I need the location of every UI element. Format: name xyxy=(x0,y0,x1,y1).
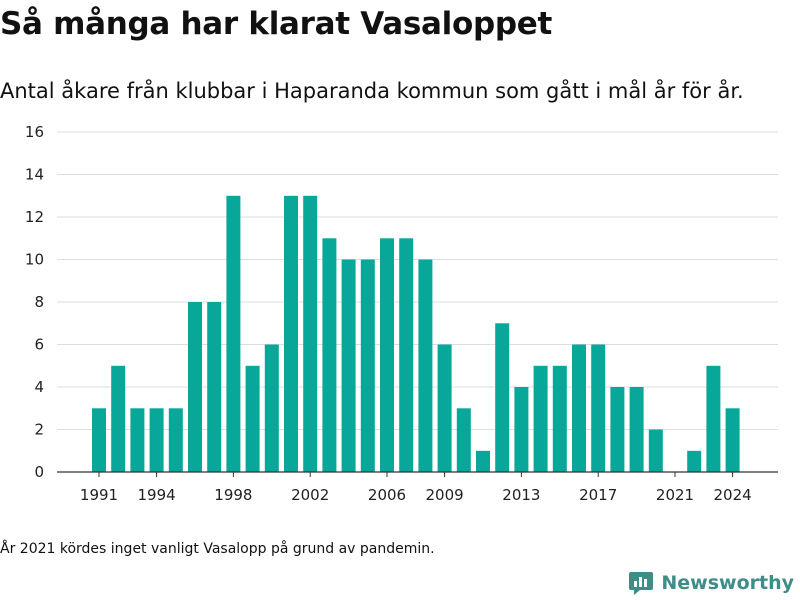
x-tick-label: 2017 xyxy=(579,486,617,504)
y-tick-label: 16 xyxy=(25,123,44,141)
x-tick-label: 2013 xyxy=(502,486,540,504)
bar-2020 xyxy=(648,429,663,472)
bar-1999 xyxy=(245,365,260,473)
bar-2015 xyxy=(552,365,567,473)
bar-2006 xyxy=(380,238,394,473)
bar-1996 xyxy=(188,302,202,472)
x-tick-label: 1991 xyxy=(80,486,118,504)
x-tick-label: 2021 xyxy=(656,486,694,504)
bar-chart-speech-bubble-icon xyxy=(629,572,654,595)
y-tick-label: 14 xyxy=(25,166,44,184)
bar-2001 xyxy=(284,195,298,473)
gridlines xyxy=(57,131,778,430)
bar-2002 xyxy=(303,195,318,473)
x-tick-label: 2006 xyxy=(368,486,406,504)
x-tick-label: 1994 xyxy=(138,486,176,504)
bar-2018 xyxy=(610,387,625,472)
bars xyxy=(92,195,740,473)
y-tick-label: 6 xyxy=(34,336,44,354)
bar-1991 xyxy=(92,408,106,473)
bar-1992 xyxy=(111,365,126,473)
bar-1995 xyxy=(168,408,183,473)
x-axis-tick-labels: 1991 1994 1998 2002 2006 2009 2013 2017 2021 2024 xyxy=(80,472,752,504)
bar-2008 xyxy=(418,259,433,472)
y-tick-label: 4 xyxy=(34,378,44,396)
brand-name: Newsworthy xyxy=(661,572,794,594)
y-tick-label: 12 xyxy=(25,208,44,226)
bar-1994 xyxy=(149,408,164,473)
x-tick-label: 2009 xyxy=(426,486,464,504)
bar-2005 xyxy=(360,259,375,472)
bar-2014 xyxy=(533,365,548,473)
bar-1997 xyxy=(207,302,222,472)
bar-2009 xyxy=(437,344,452,472)
bar-2013 xyxy=(514,387,529,472)
bar-2011 xyxy=(476,450,490,473)
bar-2012 xyxy=(495,323,510,473)
bar-2000 xyxy=(264,344,279,472)
bar-2007 xyxy=(399,238,414,473)
y-tick-label: 0 xyxy=(34,463,44,481)
y-tick-label: 8 xyxy=(34,293,44,311)
x-tick-label: 2024 xyxy=(714,486,752,504)
bar-1993 xyxy=(130,408,145,473)
bar-2019 xyxy=(629,387,644,472)
y-tick-label: 10 xyxy=(25,251,44,269)
bar-2016 xyxy=(572,344,586,472)
bar-2017 xyxy=(591,344,606,472)
bar-2004 xyxy=(341,259,356,472)
chart-title: Så många har klarat Vasaloppet xyxy=(0,6,553,42)
bar-2024 xyxy=(725,408,740,473)
bar-2023 xyxy=(706,365,721,473)
bar-2003 xyxy=(322,238,337,473)
y-axis-tick-labels: 0 2 4 6 8 10 12 14 16 xyxy=(25,123,44,481)
brand-logo: Newsworthy xyxy=(628,570,794,596)
bar-2022 xyxy=(687,450,702,473)
y-tick-label: 2 xyxy=(34,421,44,439)
bar-2010 xyxy=(456,408,471,473)
x-tick-label: 1998 xyxy=(214,486,252,504)
chart-subtitle: Antal åkare från klubbar i Haparanda kom… xyxy=(0,79,744,103)
footnote: År 2021 kördes inget vanligt Vasalopp på… xyxy=(0,541,435,557)
x-tick-label: 2002 xyxy=(291,486,329,504)
bar-1998 xyxy=(226,195,241,473)
